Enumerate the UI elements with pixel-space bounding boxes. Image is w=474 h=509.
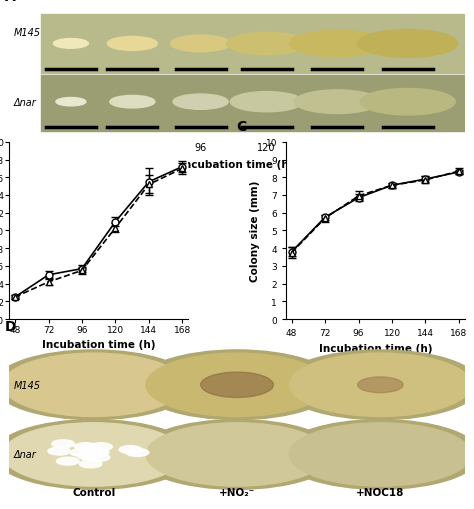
Text: 144: 144 <box>328 143 346 153</box>
Circle shape <box>280 420 474 489</box>
Text: C: C <box>236 120 246 134</box>
Circle shape <box>294 91 380 115</box>
Circle shape <box>357 377 403 393</box>
Circle shape <box>77 452 100 460</box>
X-axis label: Incubation time (h): Incubation time (h) <box>42 340 155 350</box>
Circle shape <box>48 447 71 455</box>
Circle shape <box>137 350 337 420</box>
Text: 96: 96 <box>194 143 207 153</box>
Text: 168: 168 <box>399 143 417 153</box>
Text: D: D <box>5 319 17 333</box>
Circle shape <box>280 350 474 420</box>
Bar <box>41 76 465 131</box>
Circle shape <box>173 95 228 110</box>
Circle shape <box>290 31 385 58</box>
Circle shape <box>357 31 458 58</box>
Circle shape <box>54 40 89 49</box>
Circle shape <box>126 448 149 457</box>
Text: M145: M145 <box>14 380 41 390</box>
Circle shape <box>52 440 74 448</box>
Text: Control: Control <box>72 488 115 497</box>
Circle shape <box>230 93 303 112</box>
Circle shape <box>289 353 471 417</box>
Circle shape <box>74 443 97 450</box>
Circle shape <box>79 460 102 468</box>
Text: +NOC18: +NOC18 <box>356 488 404 497</box>
Circle shape <box>0 350 194 420</box>
Circle shape <box>137 420 337 489</box>
Text: 48: 48 <box>65 143 77 153</box>
Circle shape <box>56 457 79 465</box>
Circle shape <box>90 443 112 451</box>
Circle shape <box>56 98 86 107</box>
Circle shape <box>360 89 455 116</box>
Circle shape <box>227 33 307 55</box>
Text: Incubation time (h): Incubation time (h) <box>180 159 294 169</box>
Circle shape <box>78 445 100 453</box>
Circle shape <box>201 373 273 398</box>
Text: Δnar: Δnar <box>14 98 37 107</box>
Circle shape <box>81 451 103 459</box>
Circle shape <box>86 448 109 457</box>
Circle shape <box>3 353 185 417</box>
Circle shape <box>110 96 155 109</box>
Text: +NO₂⁻: +NO₂⁻ <box>219 488 255 497</box>
Circle shape <box>87 454 110 462</box>
Text: M145: M145 <box>14 28 41 38</box>
Circle shape <box>107 37 157 51</box>
Text: A: A <box>5 0 16 4</box>
Y-axis label: Colony size (mm): Colony size (mm) <box>250 180 260 281</box>
Text: Δnar: Δnar <box>14 449 37 460</box>
Bar <box>41 15 465 73</box>
Circle shape <box>289 423 471 486</box>
Circle shape <box>171 36 231 52</box>
Circle shape <box>146 423 328 486</box>
Circle shape <box>119 446 142 454</box>
Circle shape <box>86 448 109 456</box>
Circle shape <box>70 449 93 457</box>
Text: 72: 72 <box>126 143 138 153</box>
Circle shape <box>3 423 185 486</box>
Text: 120: 120 <box>257 143 276 153</box>
X-axis label: Incubation time (h): Incubation time (h) <box>319 343 432 353</box>
Circle shape <box>0 420 194 489</box>
Circle shape <box>146 353 328 417</box>
